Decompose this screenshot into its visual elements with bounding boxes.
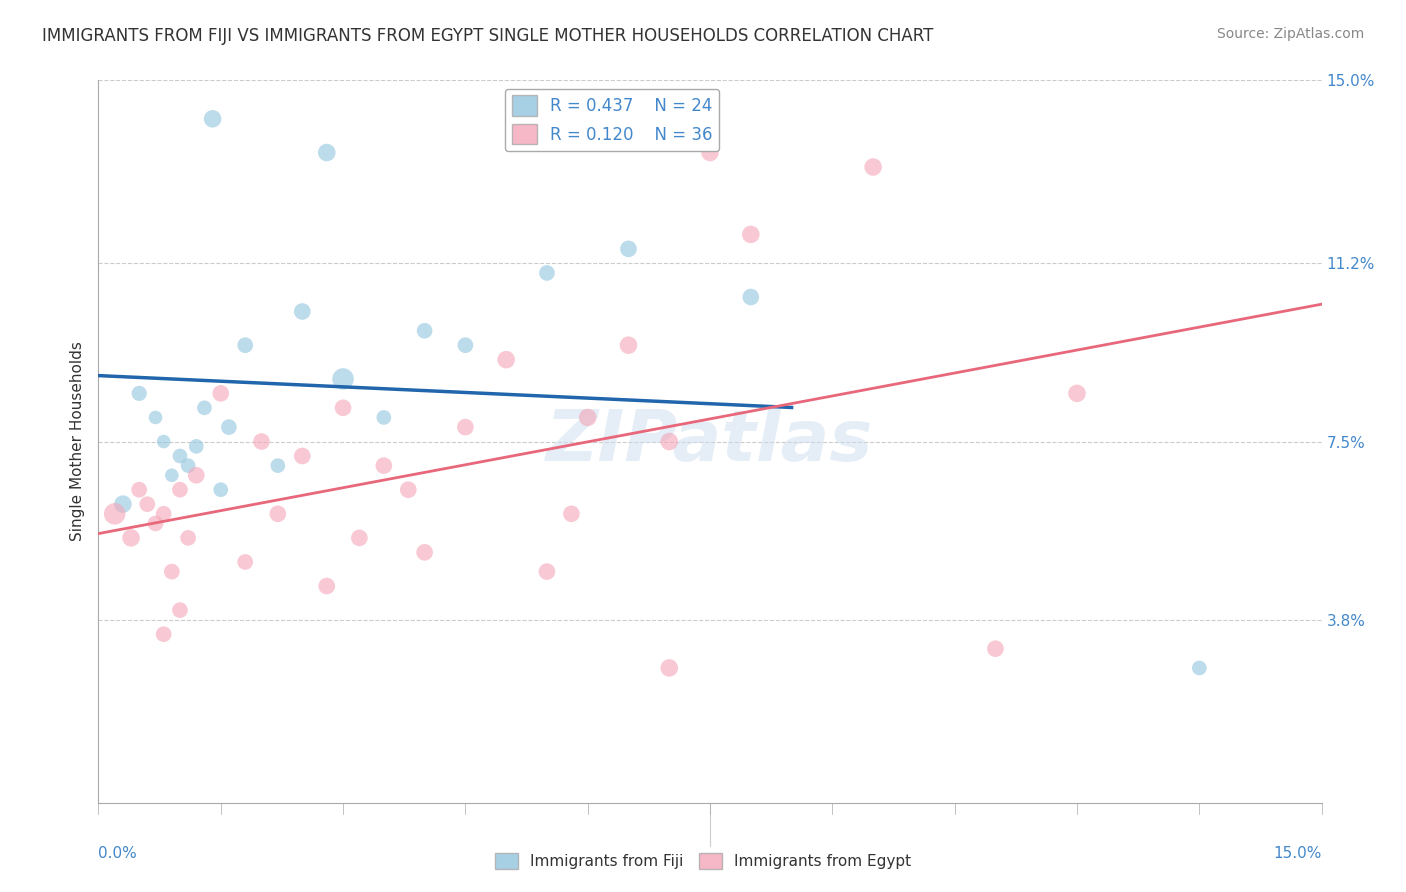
Point	[250, 434, 273, 449]
Point	[169, 603, 191, 617]
Point	[145, 516, 167, 531]
Text: ZIPatlas: ZIPatlas	[547, 407, 873, 476]
Point	[291, 304, 314, 318]
Point	[413, 545, 436, 559]
Y-axis label: Single Mother Households: Single Mother Households	[69, 342, 84, 541]
Point	[560, 507, 582, 521]
Point	[454, 420, 477, 434]
Point	[145, 410, 167, 425]
Point	[209, 483, 232, 497]
Point	[315, 145, 337, 160]
Point	[576, 410, 599, 425]
Point	[373, 410, 395, 425]
Point	[209, 386, 232, 401]
Point	[233, 555, 256, 569]
Point	[267, 507, 290, 521]
Point	[152, 434, 174, 449]
Point	[315, 579, 337, 593]
Point	[617, 242, 640, 256]
Text: Source: ZipAtlas.com: Source: ZipAtlas.com	[1216, 27, 1364, 41]
Point	[152, 627, 174, 641]
Point	[396, 483, 419, 497]
Point	[495, 352, 517, 367]
Point	[349, 531, 371, 545]
Point	[984, 641, 1007, 656]
Point	[177, 458, 200, 473]
Point	[658, 434, 681, 449]
Point	[201, 112, 224, 126]
Point	[536, 565, 558, 579]
Point	[1066, 386, 1088, 401]
Text: IMMIGRANTS FROM FIJI VS IMMIGRANTS FROM EGYPT SINGLE MOTHER HOUSEHOLDS CORRELATI: IMMIGRANTS FROM FIJI VS IMMIGRANTS FROM …	[42, 27, 934, 45]
Legend: Immigrants from Fiji, Immigrants from Egypt: Immigrants from Fiji, Immigrants from Eg…	[489, 847, 917, 875]
Point	[160, 565, 183, 579]
Point	[862, 160, 884, 174]
Point	[267, 458, 290, 473]
Legend: R = 0.437    N = 24, R = 0.120    N = 36: R = 0.437 N = 24, R = 0.120 N = 36	[505, 88, 720, 151]
Point	[658, 661, 681, 675]
Point	[740, 227, 762, 242]
Point	[186, 468, 208, 483]
Point	[218, 420, 240, 434]
Point	[128, 386, 150, 401]
Point	[111, 497, 134, 511]
Point	[332, 401, 354, 415]
Point	[169, 449, 191, 463]
Point	[332, 372, 354, 386]
Point	[120, 531, 142, 545]
Point	[536, 266, 558, 280]
Point	[454, 338, 477, 352]
Text: 0.0%: 0.0%	[98, 847, 138, 861]
Point	[152, 507, 174, 521]
Point	[104, 507, 127, 521]
Point	[617, 338, 640, 352]
Point	[160, 468, 183, 483]
Point	[169, 483, 191, 497]
Point	[136, 497, 159, 511]
Point	[1188, 661, 1211, 675]
Point	[193, 401, 215, 415]
Point	[177, 531, 200, 545]
Point	[740, 290, 762, 304]
Point	[291, 449, 314, 463]
Point	[128, 483, 150, 497]
Point	[186, 439, 208, 453]
Point	[413, 324, 436, 338]
Point	[233, 338, 256, 352]
Text: 15.0%: 15.0%	[1274, 847, 1322, 861]
Point	[699, 145, 721, 160]
Point	[373, 458, 395, 473]
